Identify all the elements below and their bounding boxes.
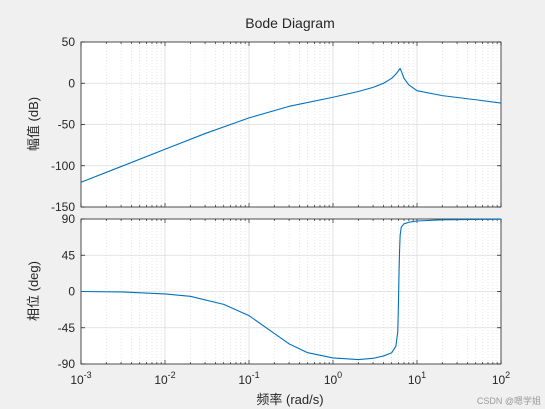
x-tick-label: 100 [324, 370, 342, 387]
watermark: CSDN @嗯学姐 [476, 396, 541, 406]
x-tick-label: 10-2 [154, 370, 175, 387]
magnitude-ylabel: 幅值 (dB) [26, 97, 41, 151]
x-tick-label: 10-3 [70, 370, 91, 387]
y-tick-label: -150 [51, 200, 75, 214]
magnitude-series-line [80, 67, 502, 183]
y-tick-label: 90 [62, 212, 76, 226]
y-tick-label: 45 [62, 248, 76, 262]
phase-series-line [80, 218, 502, 361]
y-tick-label: 0 [68, 76, 75, 90]
y-tick-label: -100 [51, 159, 75, 173]
y-tick-label: -90 [58, 357, 76, 371]
y-tick-label: -50 [58, 118, 76, 132]
y-tick-label: 50 [62, 35, 76, 49]
axes-box [80, 41, 502, 208]
y-tick-label: -45 [58, 321, 76, 335]
y-tick-label: 0 [68, 285, 75, 299]
phase-ylabel: 相位 (deg) [26, 261, 41, 321]
chart-title: Bode Diagram [245, 15, 335, 31]
x-tick-label: 102 [492, 370, 510, 387]
x-tick-label: 101 [408, 370, 426, 387]
x-tick-label: 10-1 [238, 370, 259, 387]
frequency-xlabel: 频率 (rad/s) [256, 392, 323, 407]
magnitude-panel: 50 0 -50 -100 -150 [51, 35, 502, 214]
